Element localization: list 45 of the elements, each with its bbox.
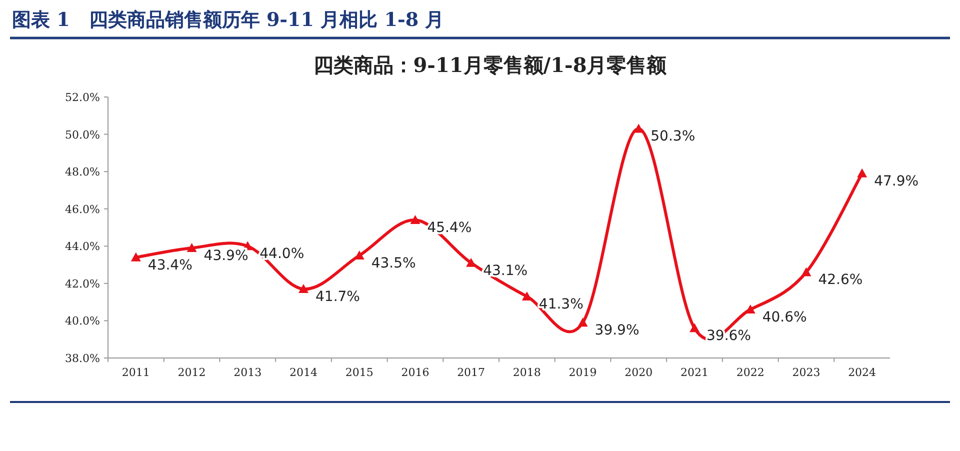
y-tick-label: 50.0% [65, 128, 100, 142]
x-tick-label: 2013 [234, 366, 262, 379]
point [690, 323, 700, 332]
data-label: 40.6% [762, 310, 807, 326]
data-label: 44.0% [260, 246, 304, 262]
point [801, 267, 812, 276]
chart-title: 图表 1 四类商品销售额历年 9-11 月相比 1-8 月 [12, 9, 444, 31]
data-label: 43.1% [483, 262, 528, 279]
point [522, 291, 532, 300]
data-label: 43.5% [371, 255, 416, 272]
data-label: 43.9% [204, 248, 248, 264]
x-tick-label: 2018 [512, 366, 541, 379]
x-tick-label: 2022 [736, 366, 764, 379]
x-tick-label: 2023 [792, 366, 820, 379]
y-tick-label: 44.0% [65, 240, 100, 254]
point [186, 243, 197, 252]
point [857, 168, 868, 178]
y-tick-label: 40.0% [65, 314, 100, 328]
x-tick-label: 2020 [624, 366, 653, 379]
y-tick-label: 46.0% [65, 202, 100, 216]
data-label: 50.3% [650, 128, 696, 145]
data-label: 41.7% [316, 289, 360, 306]
point [298, 284, 308, 294]
x-tick-label: 2014 [290, 366, 318, 379]
x-tick-label: 2021 [680, 366, 708, 379]
y-tick-label: 42.0% [65, 277, 100, 290]
x-tick-label: 2017 [457, 366, 486, 379]
y-tick-label: 52.0% [65, 91, 100, 104]
x-tick-label: 2015 [345, 366, 374, 379]
point [410, 215, 420, 224]
data-label: 42.6% [818, 272, 863, 288]
data-label: 47.9% [874, 173, 919, 190]
x-tick-label: 2011 [122, 366, 150, 379]
point [578, 318, 588, 327]
data-label: 41.3% [538, 296, 584, 312]
chart-subtitle: 四类商品：9-11月零售额/1-8月零售额 [313, 53, 668, 77]
y-tick-label: 38.0% [65, 352, 100, 365]
data-label: 43.4% [148, 257, 192, 274]
point [130, 252, 141, 262]
data-label: 39.9% [594, 322, 640, 339]
x-tick-label: 2012 [178, 366, 206, 379]
y-tick-label: 48.0% [65, 166, 100, 179]
x-tick-label: 2019 [568, 366, 597, 379]
x-tick-label: 2024 [848, 366, 876, 379]
x-tick-label: 2016 [401, 366, 430, 379]
